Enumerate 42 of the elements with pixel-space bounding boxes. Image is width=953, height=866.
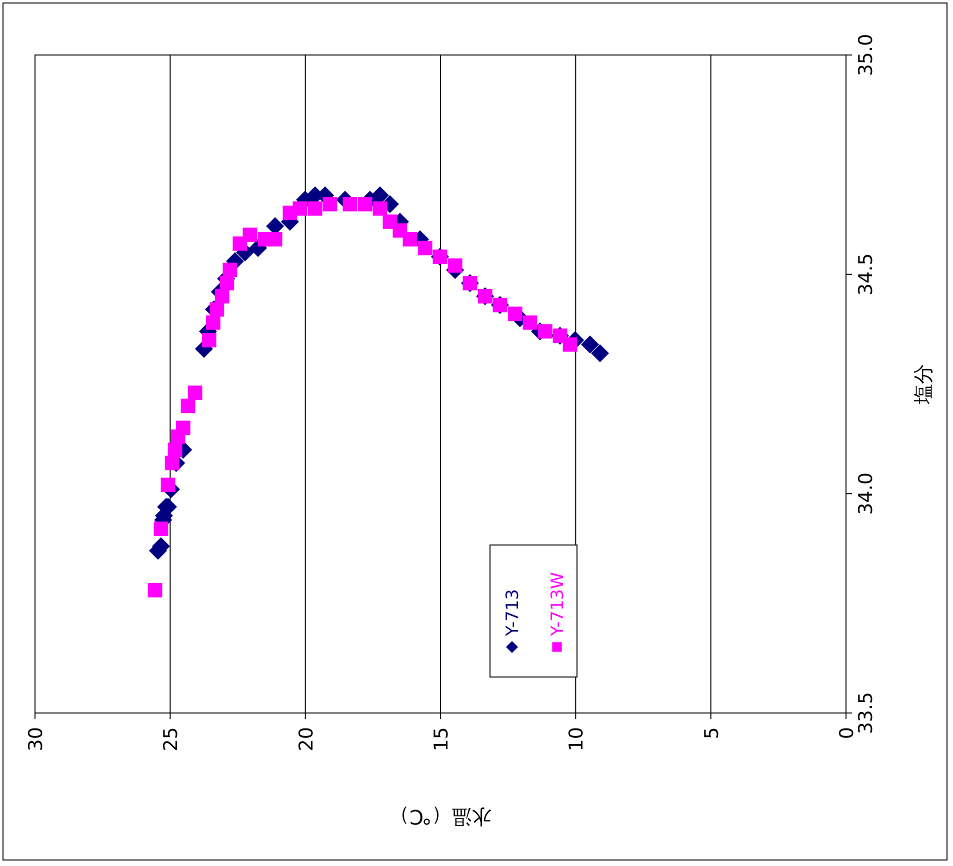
y-tick-label: 34.5	[855, 253, 877, 296]
legend-item: Y-713	[503, 589, 523, 653]
point	[358, 196, 372, 212]
point	[402, 232, 418, 246]
point	[580, 336, 599, 354]
point	[148, 582, 162, 598]
point	[522, 315, 538, 330]
point	[308, 201, 322, 216]
point	[242, 228, 258, 242]
point	[160, 478, 176, 492]
point	[180, 398, 196, 414]
point	[562, 337, 578, 352]
point	[538, 324, 552, 339]
x-tick-label: 10	[566, 727, 588, 752]
point	[590, 344, 609, 362]
point	[418, 240, 432, 256]
point	[372, 201, 388, 216]
point	[154, 522, 168, 536]
point	[164, 456, 180, 470]
y-tick-label: 35.0	[855, 34, 877, 76]
legend-item: Y-713W	[548, 572, 568, 652]
point	[508, 306, 522, 322]
y-tick-label: 33.5	[855, 692, 877, 734]
x-tick-label: 0	[836, 727, 858, 740]
point	[202, 332, 216, 348]
point	[268, 232, 282, 246]
x-tick-label: 15	[430, 727, 452, 752]
y-tick-label: 34.0	[855, 472, 877, 515]
point	[188, 386, 202, 400]
point	[448, 258, 462, 273]
point	[322, 196, 338, 212]
y-axis-title: 塩分	[911, 364, 935, 405]
point	[176, 420, 190, 436]
x-tick-label: 25	[160, 727, 182, 752]
x-axis-title: 水温（℃）	[389, 805, 492, 829]
x-tick-label: 20	[295, 727, 318, 752]
point	[222, 262, 238, 278]
point	[292, 201, 308, 216]
x-tick-label: 5	[700, 727, 723, 740]
point	[206, 315, 220, 330]
x-tick-label: 30	[25, 727, 47, 752]
point	[342, 196, 358, 212]
